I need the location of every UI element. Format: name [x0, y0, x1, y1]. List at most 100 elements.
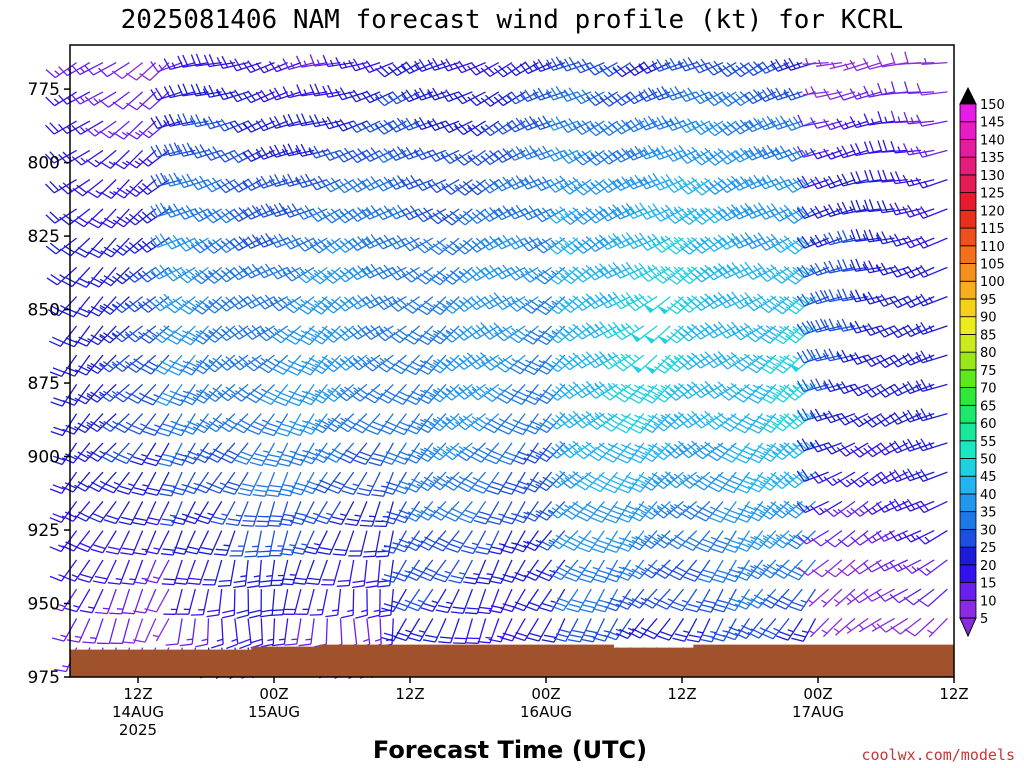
barb-half [202, 88, 207, 95]
wind-barb [225, 501, 249, 527]
barb-full [134, 517, 148, 522]
barb-full [280, 583, 293, 586]
barb-full [282, 144, 290, 157]
barb-full [248, 609, 262, 614]
barb-full [150, 301, 161, 312]
barb-full [116, 360, 127, 369]
barb-half [142, 484, 149, 487]
barb-full [363, 550, 377, 553]
wind-barb [255, 118, 288, 132]
barb-full [132, 639, 146, 643]
barb-full [74, 397, 87, 405]
barb-shaft [74, 559, 91, 582]
barb-full [150, 61, 159, 73]
barb-shaft [263, 266, 288, 279]
barb-half [163, 119, 168, 126]
barb-half [281, 178, 286, 185]
wind-barb [112, 237, 144, 256]
wind-barb [85, 120, 117, 137]
barb-half [301, 360, 308, 365]
barb-full [99, 364, 110, 373]
wind-barb [195, 618, 210, 648]
barb-full [181, 143, 189, 156]
wind-barb [282, 588, 302, 615]
barb-full [107, 546, 121, 551]
wind-barb [187, 559, 210, 585]
barb-full [273, 87, 282, 99]
barb-full [278, 523, 292, 527]
barb-shaft [304, 559, 315, 585]
barb-full [128, 300, 140, 310]
barb-full [247, 149, 257, 160]
wind-barb [217, 559, 236, 587]
barb-full [102, 360, 114, 370]
barb-half [58, 574, 65, 578]
barb-half [108, 130, 114, 136]
barb-half [79, 67, 85, 73]
barb-full [121, 641, 135, 644]
barb-full [61, 515, 74, 522]
barb-full [208, 421, 221, 429]
wind-barb [100, 179, 130, 199]
barb-full [289, 365, 301, 372]
barb-full [137, 214, 148, 224]
barb-full [286, 236, 296, 248]
barb-full [282, 238, 292, 250]
barb-full [280, 488, 293, 492]
barb-full [62, 545, 74, 552]
wind-barb [111, 296, 143, 314]
barb-full [234, 297, 244, 308]
barb-full [75, 340, 87, 347]
barb-full [155, 173, 163, 186]
barb-full [63, 245, 75, 253]
wind-barb [137, 266, 170, 283]
barb-full [216, 88, 224, 100]
barb-full [63, 576, 76, 582]
barb-full [100, 221, 112, 229]
wind-barb [145, 501, 170, 526]
barb-full [229, 152, 239, 163]
barb-full [187, 391, 199, 398]
barb-full [195, 303, 207, 312]
barb-full [121, 582, 134, 585]
barb-full [238, 236, 248, 247]
barb-full [248, 392, 260, 400]
barb-half [301, 543, 308, 546]
wind-barb [190, 207, 223, 223]
barb-half [71, 574, 79, 578]
barb-shaft [123, 120, 144, 140]
barb-full [150, 175, 158, 187]
barb-shaft [298, 384, 315, 406]
barb-full [251, 263, 261, 275]
barb-shaft [238, 237, 262, 252]
wind-barb [144, 559, 170, 584]
barb-shaft [171, 237, 196, 250]
barb-full [252, 457, 265, 462]
barb-full [289, 490, 302, 496]
barb-shaft [136, 120, 157, 140]
barb-full [203, 85, 211, 98]
barb-full [125, 216, 136, 226]
wind-barb [111, 62, 143, 80]
barb-shaft [74, 354, 91, 377]
barb-full [160, 360, 172, 368]
barb-half [255, 151, 261, 158]
barb-full [243, 330, 253, 340]
barb-full [49, 122, 59, 133]
barb-full [145, 426, 158, 432]
barb-full [240, 524, 254, 527]
barb-full [261, 431, 275, 437]
barb-shaft [108, 618, 117, 644]
barb-half [62, 665, 69, 668]
barb-full [128, 428, 141, 435]
barb-full [184, 454, 197, 461]
barb-full [220, 211, 231, 221]
barb-full [240, 451, 253, 457]
barb-full [234, 238, 244, 249]
barb-full [287, 301, 299, 311]
wind-barb [206, 589, 223, 618]
barb-shaft [178, 354, 196, 376]
barb-full [167, 236, 177, 248]
barb-full [189, 147, 198, 159]
wind-barb [45, 91, 77, 107]
